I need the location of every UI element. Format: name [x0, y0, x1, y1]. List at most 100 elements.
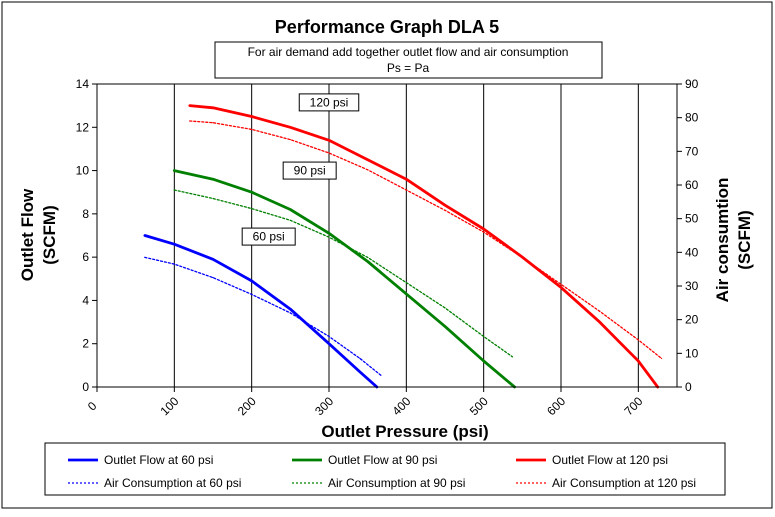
series-5-point-3 — [289, 139, 291, 141]
y2-tick-label-40: 40 — [685, 245, 699, 259]
y2-axis-label-line-1: Air consumtion — [713, 178, 732, 303]
y-tick-label-10: 10 — [76, 164, 90, 178]
series-0-point-3 — [251, 280, 253, 282]
series-4-point-1 — [212, 197, 214, 200]
series-4-point-6 — [405, 282, 407, 284]
y2-tick-label-20: 20 — [685, 313, 699, 327]
series-2-point-10 — [560, 286, 562, 288]
annotation-box-2 — [298, 93, 360, 112]
series-2-point-0 — [189, 105, 191, 107]
annotation-label-1: 90 psi — [294, 164, 326, 178]
series-0-point-2 — [212, 258, 214, 260]
series-2-point-8 — [483, 228, 485, 230]
series-1-point-0 — [173, 170, 175, 172]
series-3-point-5 — [328, 335, 330, 338]
series-line-3 — [144, 256, 382, 376]
y-axis-label-line-2: (SCFM) — [40, 205, 59, 264]
annotation-box-1 — [282, 161, 337, 180]
series-5-point-2 — [251, 128, 253, 130]
y-tick-label-4: 4 — [82, 293, 89, 307]
legend-label-0: Outlet Flow at 60 psi — [104, 453, 213, 467]
series-5-point-12 — [637, 339, 639, 341]
y-axis-label-line-1: Outlet Flow — [18, 188, 37, 281]
y-tick-label-14: 14 — [76, 77, 90, 91]
series-2-point-12 — [637, 360, 639, 362]
series-5-point-1 — [212, 122, 214, 124]
y2-tick-label-10: 10 — [685, 346, 699, 360]
legend-label-2: Outlet Flow at 120 psi — [552, 453, 668, 467]
series-1-point-1 — [212, 178, 214, 180]
series-line-4 — [173, 189, 513, 358]
y2-tick-label-90: 90 — [685, 77, 699, 91]
series-3-point-4 — [289, 312, 291, 314]
y-tick-label-12: 12 — [76, 120, 90, 134]
series-4-point-0 — [173, 189, 175, 191]
series-3-point-7 — [380, 374, 382, 376]
series-0-point-4 — [289, 308, 291, 310]
series-1-point-4 — [328, 232, 330, 234]
series-0-point-0 — [144, 234, 146, 237]
series-3-point-0 — [144, 256, 146, 258]
series-1-point-5 — [367, 260, 369, 263]
series-5-point-8 — [483, 231, 485, 233]
series-3-point-3 — [251, 293, 253, 295]
series-4-point-4 — [328, 236, 330, 238]
y2-tick-label-60: 60 — [685, 178, 699, 192]
series-5-point-9 — [521, 256, 523, 258]
right-axis-ticks: 0 10 20 30 40 50 60 70 80 90 — [677, 77, 699, 394]
series-line-2 — [188, 104, 660, 389]
chart-title: Performance Graph DLA 5 — [275, 17, 499, 37]
y2-tick-label-70: 70 — [685, 144, 699, 158]
y-tick-label-8: 8 — [82, 207, 89, 221]
series-5-point-10 — [560, 283, 562, 285]
series-line-0 — [143, 234, 379, 389]
series-4-point-7 — [444, 307, 446, 309]
series-0-point-5 — [328, 343, 330, 345]
legend-label-5: Air Consumption at 120 psi — [552, 476, 696, 490]
plot-area-border — [96, 83, 678, 388]
y2-axis-label-line-2: (SCFM) — [735, 210, 754, 269]
series-5-point-5 — [367, 169, 369, 171]
series-lines — [143, 104, 663, 389]
series-2-point-5 — [367, 159, 369, 161]
series-1-point-8 — [483, 360, 485, 362]
chart-border — [1, 1, 773, 509]
note-box: For air demand add together outlet flow … — [214, 41, 603, 79]
series-5-point-11 — [599, 310, 601, 312]
series-5-point-6 — [405, 189, 407, 191]
y-tick-label-2: 2 — [82, 337, 89, 351]
series-3-point-2 — [212, 277, 214, 279]
legend: Outlet Flow at 60 psi Outlet Flow at 90 p… — [44, 442, 726, 496]
series-line-5 — [189, 120, 663, 360]
annotations: 60 psi 90 psi 120 psi — [241, 93, 360, 246]
series-2-point-6 — [405, 178, 407, 180]
series-4-point-8 — [483, 335, 485, 338]
series-1-point-6 — [405, 293, 407, 295]
y2-tick-label-50: 50 — [685, 212, 699, 226]
legend-label-4: Air Consumption at 90 psi — [328, 476, 465, 490]
legend-label-1: Outlet Flow at 90 psi — [328, 453, 437, 467]
series-4-point-5 — [367, 256, 369, 258]
series-2-point-1 — [212, 107, 214, 109]
series-1-point-2 — [251, 191, 253, 193]
x-axis-label: Outlet Pressure (psi) — [321, 422, 488, 441]
note-line-1: For air demand add together outlet flow … — [248, 45, 569, 59]
series-5-point-4 — [328, 152, 330, 154]
annotation-label-0: 60 psi — [253, 230, 285, 244]
series-0-point-1 — [173, 243, 175, 245]
series-2-point-3 — [289, 126, 291, 128]
y-tick-label-6: 6 — [82, 250, 89, 264]
series-5-point-13 — [660, 357, 663, 359]
annotation-box-0 — [241, 227, 296, 246]
series-0-point-6 — [359, 371, 361, 373]
y2-tick-label-30: 30 — [685, 279, 699, 293]
note-line-2: Ps = Pa — [387, 61, 430, 75]
series-2-point-4 — [328, 139, 330, 141]
annotation-label-2: 120 psi — [310, 95, 349, 109]
y2-tick-label-80: 80 — [685, 111, 699, 125]
y-tick-label-0: 0 — [82, 380, 89, 394]
series-2-point-7 — [444, 204, 446, 206]
series-4-point-3 — [289, 219, 291, 221]
